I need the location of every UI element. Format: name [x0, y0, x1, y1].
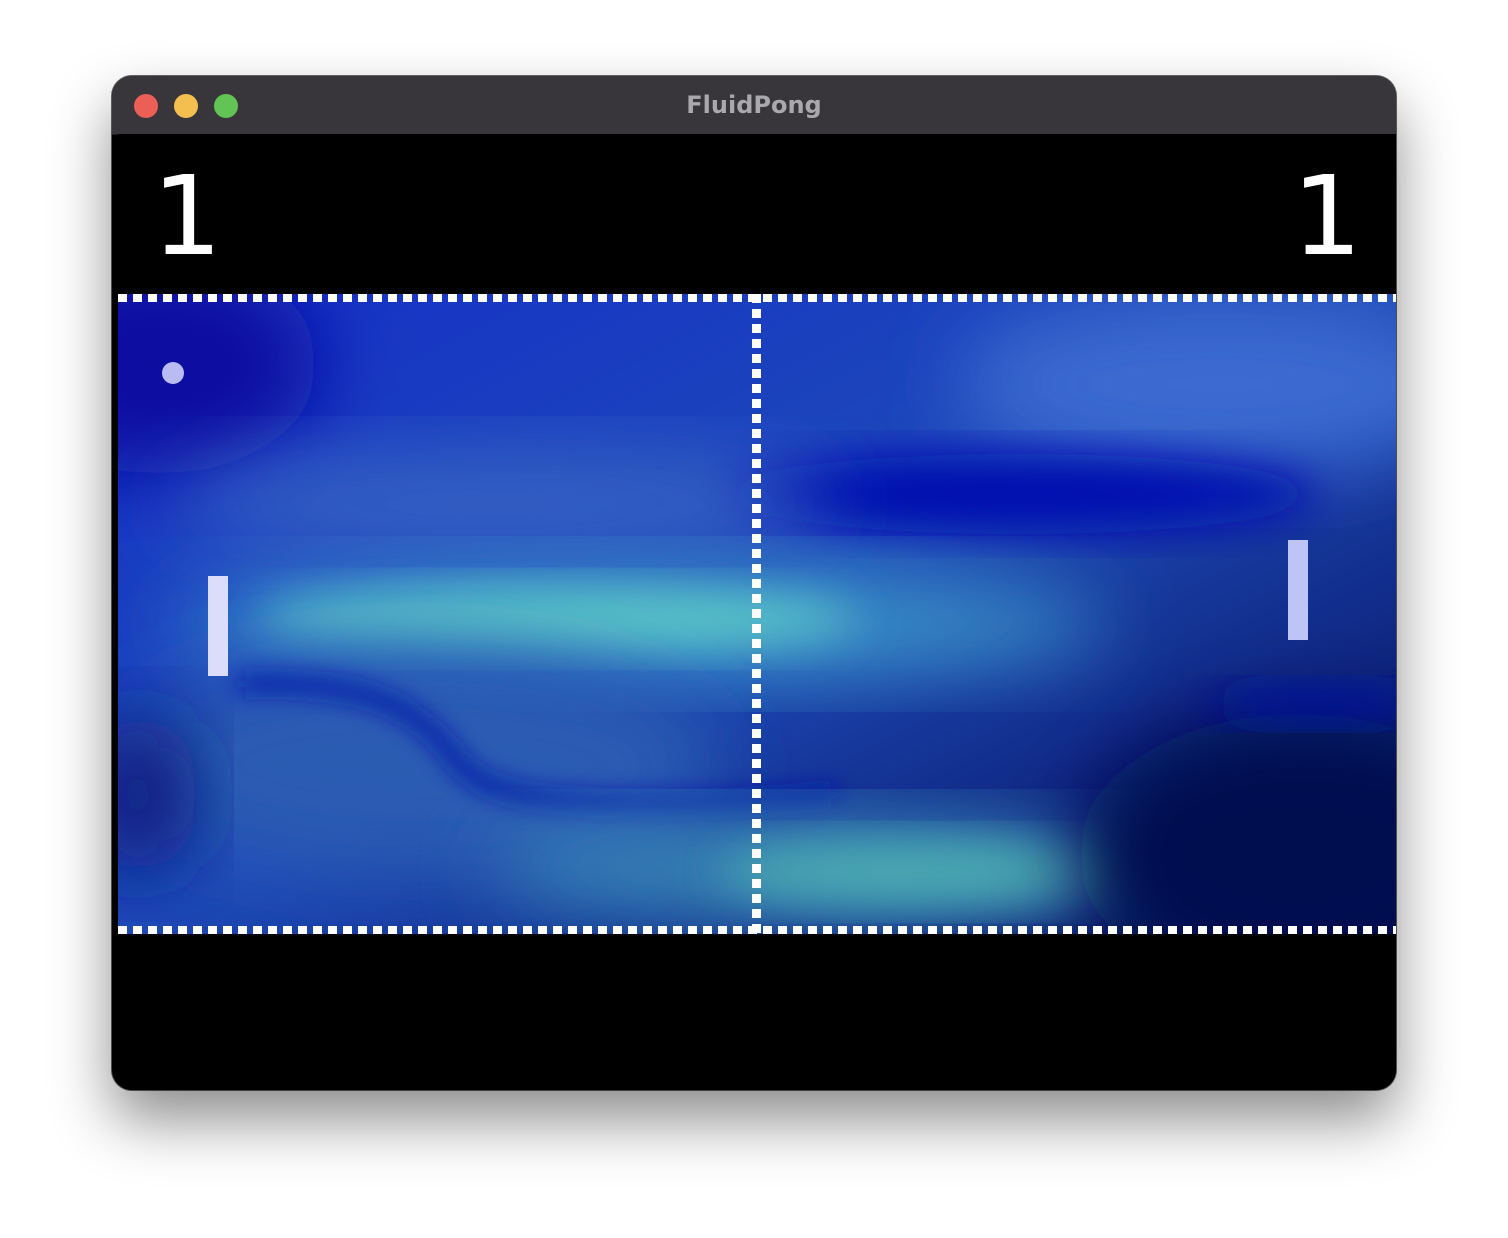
right-paddle[interactable] — [1288, 540, 1308, 640]
app-window: FluidPong 1 1 — [112, 76, 1396, 1090]
center-net-line — [752, 294, 761, 934]
minimize-button[interactable] — [174, 94, 198, 118]
left-paddle[interactable] — [208, 576, 228, 676]
right-score: 1 — [1292, 152, 1362, 280]
game-canvas[interactable]: 1 1 — [118, 134, 1396, 1090]
close-button[interactable] — [134, 94, 158, 118]
ball — [162, 362, 184, 384]
left-score: 1 — [152, 152, 222, 280]
playing-field[interactable] — [118, 294, 1396, 934]
window-title: FluidPong — [686, 91, 822, 119]
maximize-button[interactable] — [214, 94, 238, 118]
title-bar[interactable]: FluidPong — [112, 76, 1396, 135]
